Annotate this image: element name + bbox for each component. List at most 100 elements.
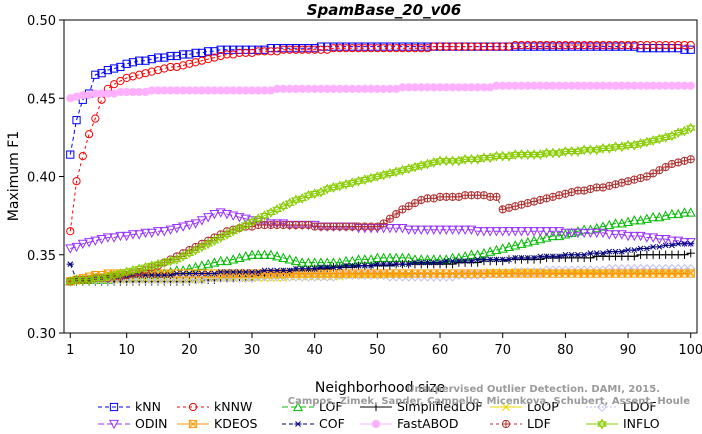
data-point bbox=[529, 227, 540, 237]
data-point bbox=[191, 58, 200, 67]
data-point bbox=[204, 270, 212, 277]
data-point bbox=[416, 160, 427, 171]
data-point bbox=[654, 211, 665, 222]
data-point bbox=[304, 45, 313, 54]
x-tick-label: 80 bbox=[557, 343, 574, 358]
data-point bbox=[229, 269, 237, 275]
data-point bbox=[203, 258, 214, 269]
data-point bbox=[135, 56, 144, 65]
data-point bbox=[115, 231, 126, 242]
data-point bbox=[561, 40, 570, 50]
data-point bbox=[666, 208, 677, 219]
data-point bbox=[641, 213, 652, 223]
data-point bbox=[329, 264, 338, 271]
data-point bbox=[373, 44, 382, 53]
data-point bbox=[598, 142, 608, 154]
data-point bbox=[423, 259, 432, 266]
data-point bbox=[148, 272, 156, 278]
series-knnw bbox=[66, 40, 695, 236]
data-point bbox=[234, 252, 245, 262]
data-point bbox=[611, 40, 620, 50]
data-point bbox=[686, 269, 695, 278]
data-point bbox=[541, 147, 552, 159]
data-point bbox=[555, 191, 564, 200]
data-point bbox=[573, 40, 583, 50]
data-point bbox=[636, 40, 645, 50]
data-point bbox=[409, 225, 421, 235]
legend-item-knn: kNN bbox=[98, 399, 161, 414]
data-point bbox=[466, 153, 477, 165]
data-point bbox=[560, 146, 571, 157]
data-point bbox=[65, 244, 76, 254]
data-point bbox=[491, 150, 502, 162]
data-point bbox=[109, 233, 120, 243]
data-point bbox=[497, 243, 508, 253]
data-point bbox=[272, 219, 283, 229]
data-point bbox=[503, 241, 515, 252]
data-point bbox=[91, 70, 100, 79]
data-point bbox=[485, 152, 496, 164]
data-point bbox=[585, 144, 596, 156]
data-point bbox=[504, 42, 514, 51]
data-point bbox=[661, 40, 670, 50]
data-point bbox=[417, 259, 425, 266]
data-point bbox=[198, 270, 206, 277]
data-point bbox=[185, 270, 193, 277]
data-point bbox=[128, 72, 138, 81]
legend-item-kdeos: KDEOS bbox=[177, 416, 258, 431]
data-point bbox=[210, 47, 219, 56]
legend-item-odin: ODIN bbox=[98, 416, 168, 431]
data-point bbox=[460, 225, 471, 235]
data-point bbox=[66, 227, 75, 236]
data-point bbox=[209, 209, 220, 220]
data-point bbox=[635, 138, 646, 149]
data-point bbox=[77, 274, 88, 286]
data-point bbox=[480, 256, 488, 263]
data-point bbox=[241, 45, 250, 54]
data-point bbox=[472, 227, 483, 237]
data-point bbox=[360, 44, 369, 53]
data-point bbox=[185, 50, 194, 59]
data-point bbox=[530, 255, 538, 261]
data-point bbox=[254, 269, 262, 275]
data-point bbox=[222, 50, 232, 59]
data-point bbox=[153, 65, 163, 75]
data-point bbox=[591, 228, 602, 239]
data-point bbox=[555, 253, 563, 260]
x-tick-label: 60 bbox=[432, 343, 449, 358]
data-point bbox=[448, 42, 457, 51]
data-point bbox=[610, 218, 621, 228]
data-point bbox=[303, 189, 314, 201]
data-point bbox=[529, 149, 539, 160]
data-point bbox=[529, 197, 539, 206]
data-point bbox=[548, 40, 557, 50]
data-point bbox=[516, 227, 527, 237]
data-point bbox=[523, 199, 532, 208]
data-point bbox=[572, 228, 583, 239]
data-point bbox=[91, 114, 100, 123]
data-point bbox=[178, 222, 189, 232]
data-point bbox=[617, 40, 626, 50]
data-point bbox=[642, 40, 651, 50]
data-point bbox=[184, 263, 195, 273]
data-point bbox=[454, 42, 463, 51]
data-point bbox=[322, 183, 333, 195]
data-point bbox=[153, 53, 163, 62]
data-point bbox=[486, 256, 494, 263]
legend-label: ODIN bbox=[135, 416, 168, 431]
data-point bbox=[686, 248, 695, 258]
data-point bbox=[128, 265, 138, 276]
data-point bbox=[629, 215, 640, 225]
x-tick-label: 70 bbox=[494, 343, 511, 358]
data-point bbox=[159, 257, 170, 268]
legend-label: KDEOS bbox=[214, 416, 258, 431]
legend-item-cof: COF bbox=[282, 416, 345, 431]
data-point bbox=[630, 40, 639, 50]
data-point bbox=[110, 80, 119, 89]
data-point bbox=[517, 200, 526, 209]
legend-label: LoOP bbox=[527, 399, 559, 414]
data-point bbox=[535, 233, 546, 244]
data-point bbox=[235, 269, 244, 275]
data-point bbox=[423, 44, 432, 53]
